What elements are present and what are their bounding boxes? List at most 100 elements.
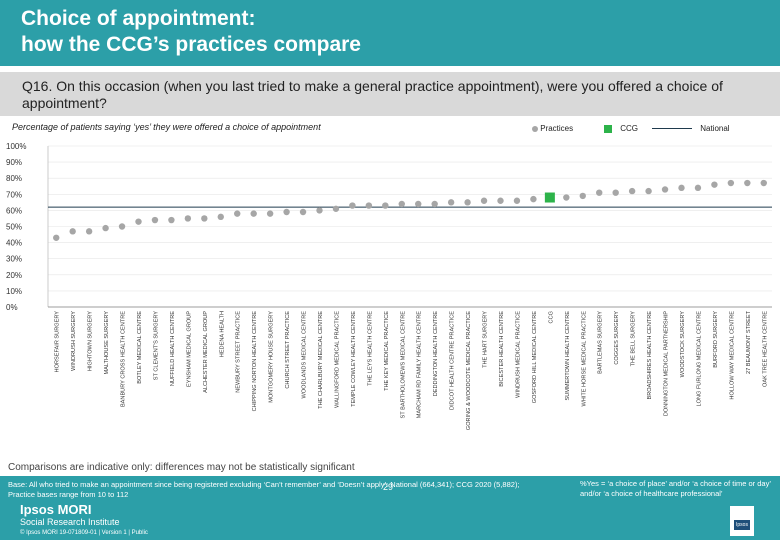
x-tick-label: ST BARTHOLOMEWS MEDICAL CENTRE bbox=[400, 311, 406, 419]
practice-point bbox=[447, 199, 455, 206]
x-tick-label: DEDDINGTON HEALTH CENTRE bbox=[433, 311, 439, 397]
institute-text: Social Research Institute bbox=[20, 517, 120, 527]
practice-point bbox=[563, 194, 570, 201]
x-tick-label: BANBURY CROSS HEALTH CENTRE bbox=[121, 311, 127, 407]
x-tick-label: LONG FURLONG MEDICAL CENTRE bbox=[696, 311, 702, 407]
practice-point bbox=[118, 223, 126, 230]
footer-banner bbox=[0, 476, 780, 540]
corner-logo: Ipsos bbox=[730, 506, 754, 536]
practice-point bbox=[85, 228, 93, 235]
x-tick-label: WINDRUSH SURGERY bbox=[71, 311, 77, 371]
x-tick-label: BURFORD SURGERY bbox=[713, 311, 719, 368]
x-tick-label: THE KEY MEDICAL PRACTICE bbox=[384, 311, 390, 391]
x-tick-label: WHITE HORSE MEDICAL PRACTICE bbox=[581, 311, 587, 407]
practice-point bbox=[135, 218, 142, 225]
y-tick-label: 70% bbox=[6, 190, 22, 199]
y-tick-label: 90% bbox=[6, 158, 22, 167]
question-text: Q16. On this occasion (when you last tri… bbox=[22, 78, 723, 111]
practice-point bbox=[151, 216, 159, 224]
legend-national: National bbox=[652, 124, 730, 133]
practice-point bbox=[398, 200, 405, 208]
x-tick-label: HIGHTOWN SURGERY bbox=[88, 311, 94, 371]
y-tick-label: 40% bbox=[6, 239, 22, 248]
practice-point bbox=[217, 213, 224, 221]
practice-point bbox=[316, 207, 323, 214]
legend-national-line bbox=[652, 128, 692, 130]
legend-practices-marker bbox=[532, 125, 538, 132]
x-tick-label: WALLINGFORD MEDICAL PRACTICE bbox=[334, 311, 340, 408]
legend-practices-label: Practices bbox=[540, 124, 574, 133]
definition-note: %Yes = ‘a choice of place’ and/or ‘a cho… bbox=[580, 479, 771, 498]
x-tick-label: CHIPPING NORTON HEALTH CENTRE bbox=[252, 311, 258, 412]
x-tick-label: WOODLANDS MEDICAL CENTRE bbox=[302, 311, 308, 399]
x-tick-label: EYNSHAM MEDICAL GROUP bbox=[186, 311, 192, 387]
x-tick-label: HOLLOW WAY MEDICAL CENTRE bbox=[729, 311, 735, 400]
practice-point bbox=[168, 216, 175, 224]
legend-national-label: National bbox=[700, 124, 730, 133]
x-tick-label: TEMPLE COWLEY HEALTH CENTRE bbox=[351, 311, 357, 407]
x-tick-label: THE LEYS HEALTH CENTRE bbox=[367, 311, 373, 386]
base-text: Base: All who tried to make an appointme… bbox=[8, 480, 520, 499]
y-tick-label: 10% bbox=[6, 287, 22, 296]
practice-point bbox=[464, 199, 471, 206]
practice-point bbox=[250, 210, 257, 217]
y-tick-label: 100% bbox=[6, 142, 26, 151]
x-tick-label: HEDENA HEALTH bbox=[219, 311, 225, 357]
practice-point bbox=[596, 189, 603, 196]
x-tick-label: WINDRUSH MEDICAL PRACTICE bbox=[515, 311, 521, 398]
practice-point bbox=[645, 187, 652, 195]
x-tick-label: MONTGOMERY HOUSE SURGERY bbox=[269, 311, 275, 403]
x-tick-label: COGGES SURGERY bbox=[614, 311, 620, 365]
page-title: Choice of appointment: how the CCG’s pra… bbox=[21, 7, 361, 56]
practice-point bbox=[661, 186, 669, 193]
y-tick-label: 80% bbox=[6, 174, 22, 183]
y-tick-label: 30% bbox=[6, 255, 22, 264]
x-tick-label: 27 BEAUMONT STREET bbox=[746, 310, 752, 374]
practice-point bbox=[480, 197, 488, 204]
x-tick-label: CHURCH STREET PRACTICE bbox=[285, 311, 291, 389]
practice-point bbox=[694, 184, 702, 192]
practice-point bbox=[332, 205, 340, 212]
practice-point bbox=[760, 179, 767, 187]
x-tick-label: THE CHARLBURY MEDICAL CENTRE bbox=[318, 311, 324, 409]
practice-point bbox=[266, 210, 274, 217]
practice-point bbox=[365, 202, 373, 209]
legend-ccg-label: CCG bbox=[620, 124, 639, 133]
practice-point bbox=[727, 179, 735, 187]
practice-point bbox=[678, 184, 685, 192]
x-tick-label: BARTLEMAS SURGERY bbox=[598, 311, 604, 374]
practice-point bbox=[53, 234, 60, 241]
practice-point bbox=[349, 202, 356, 209]
legend-ccg: CCG bbox=[604, 124, 638, 133]
practice-point bbox=[201, 215, 208, 222]
y-tick-label: 0% bbox=[6, 303, 18, 312]
x-tick-label: CCG bbox=[548, 311, 554, 323]
ipsos-logo-text: Ipsos MORI bbox=[20, 502, 92, 517]
practice-point bbox=[415, 200, 422, 208]
x-tick-label: NUFFIELD HEALTH CENTRE bbox=[170, 311, 176, 386]
y-tick-label: 60% bbox=[6, 206, 22, 215]
practice-point bbox=[382, 202, 389, 209]
practice-point bbox=[234, 210, 241, 217]
y-tick-label: 50% bbox=[6, 223, 22, 232]
practice-point bbox=[530, 195, 537, 203]
x-tick-label: BOTLEY MEDICAL CENTRE bbox=[137, 311, 143, 384]
practice-point bbox=[513, 197, 521, 204]
x-tick-label: NEWBURY STREET PRACTICE bbox=[236, 311, 242, 393]
practice-point bbox=[579, 192, 586, 200]
x-tick-label: OAK TREE HEALTH CENTRE bbox=[762, 311, 768, 387]
practice-point bbox=[628, 187, 636, 195]
x-tick-label: MALTHOUSE SURGERY bbox=[104, 311, 110, 375]
practice-point bbox=[711, 181, 718, 188]
x-tick-label: HORSEFAIR SURGERY bbox=[55, 311, 61, 373]
scatter-chart: 0% 10% 20% 30% 40% 50% 60% 70% 80% 90% 100% HORSEFA… bbox=[6, 142, 772, 430]
x-tick-label: THE BELL SURGERY bbox=[631, 311, 637, 367]
caveat-text: Comparisons are indicative only: differe… bbox=[8, 462, 355, 473]
chart-subtitle: Percentage of patients saying ‘yes’ they… bbox=[12, 122, 321, 132]
title-banner bbox=[0, 0, 780, 66]
x-tick-label: DONNINGTON MEDICAL PARTNERSHIP bbox=[664, 311, 670, 416]
practice-point bbox=[299, 208, 307, 216]
question-banner bbox=[0, 72, 780, 116]
legend-ccg-marker bbox=[604, 124, 612, 133]
x-tick-label: GORING & WOODCOTE MEDICAL PRACTICE bbox=[466, 311, 472, 430]
